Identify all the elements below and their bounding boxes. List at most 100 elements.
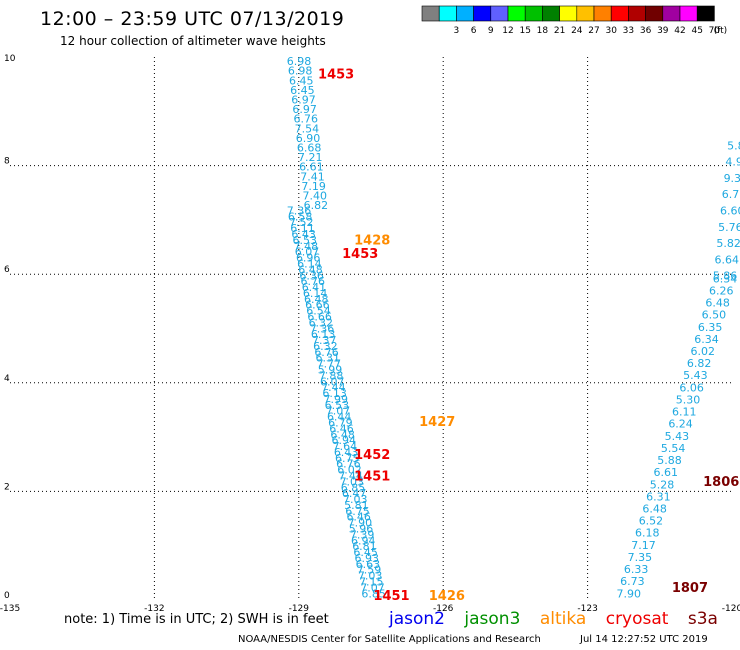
swh-value-label: 6.41 [302, 281, 327, 294]
swh-value-label: 7.36 [310, 322, 335, 335]
swh-value-label: 6.58 [288, 210, 313, 223]
swh-value-label: 4.96 [725, 156, 740, 169]
swh-value-label: 7.07 [326, 405, 351, 418]
swh-value-label: 5.43 [683, 369, 708, 382]
colorbar-tick-label: 21 [554, 26, 565, 36]
colorbar-tick-label: 24 [571, 26, 583, 36]
swh-value-label: 6.18 [635, 527, 660, 540]
swh-value-label: 6.76 [301, 275, 326, 288]
legend-s3a: s3a [687, 609, 718, 629]
swh-value-label: 6.66 [305, 299, 330, 312]
swh-value-label: 6.02 [337, 464, 362, 477]
x-tick-label: -120 [722, 604, 740, 614]
x-tick-label: -123 [577, 604, 597, 614]
swh-value-label: 7.41 [300, 170, 325, 183]
colorbar-tick-label: 27 [588, 26, 599, 36]
y-tick-label: 4 [4, 374, 10, 384]
swh-value-label: 6.48 [330, 428, 355, 441]
swh-value-label: 6.33 [624, 563, 649, 576]
swh-value-label: 6.11 [290, 222, 315, 235]
colorbar-tick-label: 42 [674, 26, 685, 36]
legend-jason3: jason3 [464, 609, 521, 629]
swh-value-label: 6.97 [292, 103, 317, 116]
swh-value-label: 7.36 [287, 204, 312, 217]
swh-value-label: 6.14 [303, 287, 328, 300]
swh-value-label: 6.14 [297, 257, 322, 270]
swh-value-label: 7.90 [616, 587, 641, 600]
swh-value-label: 6.34 [694, 333, 719, 346]
swh-value-label: 6.82 [687, 357, 712, 370]
swh-value-label: 6.94 [332, 434, 357, 447]
swh-value-label: 6.46 [329, 422, 354, 435]
chart-subtitle: 12 hour collection of altimeter wave hei… [60, 34, 326, 48]
swh-value-label: 7.35 [628, 551, 653, 564]
swh-value-label: 6.76 [314, 346, 339, 359]
swh-value-label: 5.88 [727, 139, 740, 152]
swh-value-label: 6.35 [698, 321, 723, 334]
y-tick-label: 0 [4, 591, 10, 601]
swh-value-label: 6.93 [354, 552, 379, 565]
swh-value-label: 6.02 [691, 345, 716, 358]
swh-value-label: 6.98 [288, 65, 313, 78]
swh-value-label: 5.96 [349, 523, 374, 536]
swh-value-label: 5.99 [318, 363, 343, 376]
credit-line: NOAA/NESDIS Center for Satellite Applica… [238, 634, 541, 645]
swh-value-label: 6.07 [320, 375, 345, 388]
swh-value-label: 6.32 [313, 340, 338, 353]
x-tick-label: -135 [0, 604, 20, 614]
swh-value-label: 6.54 [306, 305, 331, 318]
y-tick-label: 10 [4, 54, 16, 64]
pass-time-label: 1451 [354, 470, 390, 485]
swh-value-label: 5.30 [676, 393, 701, 406]
swh-value-label: 7.03 [343, 493, 368, 506]
swh-value-label: 7.99 [323, 393, 348, 406]
legend-cryosat: cryosat [605, 609, 669, 629]
pass-time-label: 1427 [419, 415, 455, 430]
swh-value-label: 6.45 [353, 546, 378, 559]
swh-value-label: 6.24 [668, 418, 693, 431]
pass-time-label: 1428 [354, 233, 390, 248]
swh-value-label: 6.82 [304, 199, 329, 212]
colorbar-tick-label: 12 [502, 26, 513, 36]
swh-value-label: 5.81 [344, 499, 369, 512]
colorbar-tick-label: 30 [605, 26, 617, 36]
colorbar-bin [696, 5, 715, 22]
generated-timestamp: Jul 14 12:27:52 UTC 2019 [580, 634, 708, 645]
colorbar-tick-label: 39 [657, 26, 669, 36]
swh-value-label: 6.98 [287, 55, 312, 68]
swh-value-label: 7.64 [333, 440, 358, 453]
chart-title: 12:00 – 23:59 UTC 07/13/2019 [40, 8, 345, 30]
pass-time-label: 1806 [703, 475, 739, 490]
swh-value-label: 6.46 [346, 511, 371, 524]
y-tick-label: 8 [4, 157, 10, 167]
swh-value-label: 7.03 [340, 475, 365, 488]
pass-time-label: 1426 [429, 589, 465, 604]
swh-value-label: 5.88 [657, 454, 682, 467]
swh-value-label: 6.06 [679, 381, 704, 394]
x-tick-label: -126 [433, 604, 454, 614]
swh-value-label: 6.45 [290, 84, 315, 97]
swh-value-label: 6.78 [722, 188, 740, 201]
swh-value-label: 6.45 [289, 74, 314, 87]
pass-time-label: 1452 [354, 448, 390, 463]
swh-value-label: 6.61 [654, 466, 679, 479]
swh-value-label: 6.53 [325, 399, 350, 412]
swh-value-label: 7.19 [301, 180, 326, 193]
swh-value-label: 7.48 [294, 240, 319, 253]
x-tick-label: -129 [289, 604, 310, 614]
swh-value-label: 6.34 [713, 272, 738, 285]
colorbar-tick-label: 70 [709, 26, 721, 36]
swh-value-label: 6.52 [639, 515, 664, 528]
swh-value-label: 6.68 [297, 141, 322, 154]
swh-value-label: 6.63 [356, 558, 381, 571]
swh-value-label: 5.82 [716, 237, 740, 250]
swh-value-label: 6.97 [291, 94, 316, 107]
swh-value-label: 7.39 [350, 528, 375, 541]
swh-value-label: 6.07 [295, 246, 320, 259]
swh-value-label: 6.66 [307, 310, 332, 323]
footnote: note: 1) Time is in UTC; 2) SWH is in fe… [64, 612, 329, 627]
pass-time-label: 1807 [672, 581, 708, 596]
y-tick-label: 6 [4, 265, 10, 275]
colorbar-unit: (ft) [714, 26, 728, 36]
swh-value-label: 6.73 [620, 575, 645, 588]
